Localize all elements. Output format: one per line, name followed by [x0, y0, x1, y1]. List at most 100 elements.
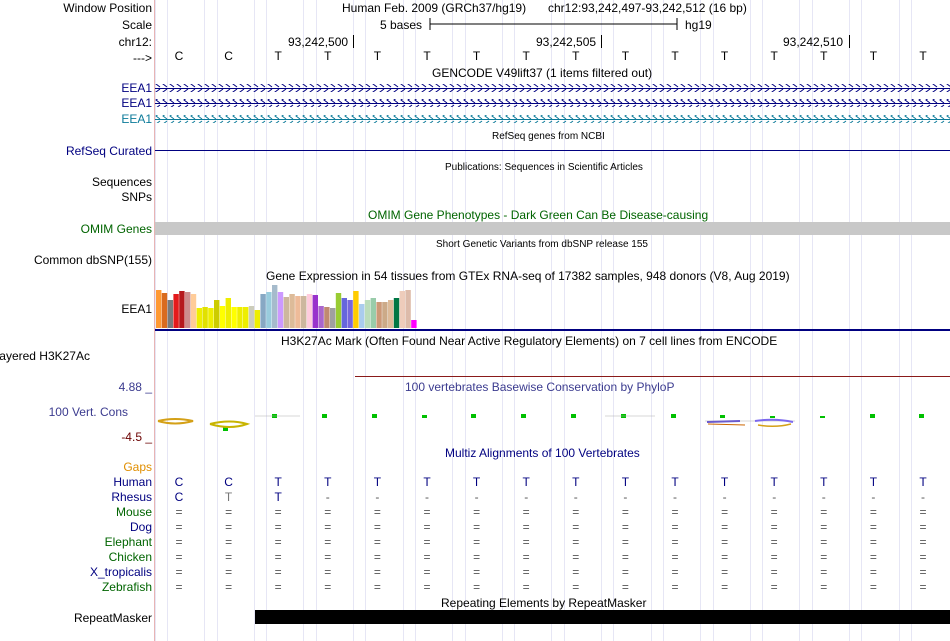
cons-label[interactable]: 100 Vert. Cons — [48, 405, 128, 419]
gtex-tissue-bar[interactable] — [359, 304, 365, 328]
species-label[interactable]: Rhesus — [111, 490, 152, 504]
gtex-tissue-bar[interactable] — [208, 308, 214, 328]
gtex-tissue-bar[interactable] — [341, 298, 347, 328]
panel-separator[interactable] — [154, 0, 155, 641]
gtex-tissue-bar[interactable] — [219, 306, 226, 328]
omim-gene-bar[interactable] — [155, 222, 950, 235]
refseq-label[interactable]: RefSeq Curated — [65, 144, 152, 158]
alignment-base: = — [175, 505, 183, 519]
species-label[interactable]: Chicken — [108, 550, 152, 564]
gtex-tissue-bar[interactable] — [167, 300, 173, 328]
gtex-tissue-bar[interactable] — [179, 291, 185, 328]
alignment-base: - — [772, 490, 777, 504]
scale-bar — [429, 18, 678, 30]
refseq-gene-line[interactable] — [155, 150, 950, 151]
position-text: chr12:93,242,497-93,242,512 (16 bp) — [548, 1, 747, 15]
gtex-tissue-bar[interactable] — [260, 294, 266, 328]
gtex-tissue-bar[interactable] — [277, 292, 284, 328]
gtex-tissue-bar[interactable] — [405, 290, 411, 328]
gtex-tissue-bar[interactable] — [382, 302, 388, 328]
gtex-expression-chart[interactable] — [155, 0, 950, 328]
h3k27ac-signal-line[interactable] — [355, 376, 950, 377]
h3k27ac-label[interactable]: Layered H3K27Ac — [0, 349, 90, 363]
gtex-tissue-bar[interactable] — [225, 298, 231, 328]
repeatmasker-label[interactable]: RepeatMasker — [73, 611, 152, 625]
species-label[interactable]: X_tropicalis — [89, 565, 152, 579]
base-gridline — [564, 0, 565, 641]
gtex-tissue-bar[interactable] — [173, 294, 179, 328]
gtex-tissue-bar[interactable] — [324, 307, 330, 328]
gtex-tissue-bar[interactable] — [347, 300, 353, 328]
refseq-title: RefSeq genes from NCBI — [492, 131, 605, 142]
phylop-signal[interactable] — [155, 0, 950, 431]
gtex-tissue-bar[interactable] — [202, 307, 208, 328]
gtex-tissue-bar[interactable] — [318, 306, 324, 328]
gtex-tissue-bar[interactable] — [156, 290, 162, 328]
alignment-base: = — [869, 580, 877, 594]
alignment-base: = — [721, 520, 729, 534]
gtex-tissue-bar[interactable] — [161, 293, 168, 328]
gtex-tissue-bar[interactable] — [330, 308, 336, 328]
base-gridline — [465, 0, 466, 641]
gtex-tissue-bar[interactable] — [411, 320, 417, 328]
gencode-transcripts[interactable] — [155, 0, 950, 130]
gtex-tissue-bar[interactable] — [266, 292, 272, 328]
gencode-item-label[interactable]: EEA1 — [121, 81, 152, 95]
alignment-base: = — [473, 535, 481, 549]
dbsnp-label[interactable]: Common dbSNP(155) — [33, 253, 152, 267]
alignment-base: = — [522, 580, 530, 594]
gtex-tissue-bar[interactable] — [254, 310, 260, 328]
publications-snps-label[interactable]: SNPs — [121, 190, 152, 204]
gtex-tissue-bar[interactable] — [231, 307, 237, 328]
gtex-tissue-bar[interactable] — [393, 298, 400, 328]
gtex-tissue-bar[interactable] — [370, 298, 376, 328]
gtex-tissue-bar[interactable] — [399, 291, 405, 328]
alignment-base: = — [721, 580, 729, 594]
gtex-tissue-bar[interactable] — [196, 308, 202, 328]
gtex-tissue-bar[interactable] — [335, 293, 342, 328]
gtex-tissue-bar[interactable] — [272, 285, 278, 328]
gtex-tissue-bar[interactable] — [185, 292, 191, 328]
alignment-base: T — [919, 475, 927, 489]
gtex-tissue-bar[interactable] — [306, 294, 313, 328]
omim-label[interactable]: OMIM Genes — [80, 222, 152, 236]
ruler-tick-label: 93,242,500 — [288, 35, 349, 49]
gencode-item-label[interactable]: EEA1 — [121, 112, 152, 126]
species-label[interactable]: Human — [113, 475, 152, 489]
species-label[interactable]: Zebrafish — [101, 580, 152, 594]
alignment-base: = — [721, 535, 729, 549]
gtex-tissue-bar[interactable] — [364, 300, 371, 328]
gtex-tissue-bar[interactable] — [301, 296, 307, 328]
gtex-tissue-bar[interactable] — [289, 294, 295, 328]
alignment-base: = — [522, 550, 530, 564]
species-label[interactable]: Mouse — [115, 505, 152, 519]
gtex-tissue-bar[interactable] — [214, 300, 220, 328]
publications-sequences-label[interactable]: Sequences — [91, 175, 152, 189]
species-label[interactable]: Elephant — [104, 535, 152, 549]
ruler-tick-label: 93,242,510 — [783, 35, 844, 49]
species-label[interactable]: Dog — [129, 520, 152, 534]
base-letter: T — [720, 49, 729, 63]
gtex-tissue-bar[interactable] — [283, 297, 289, 328]
gtex-tissue-bar[interactable] — [376, 302, 382, 328]
alignment-base: = — [820, 550, 828, 564]
alignment-base: = — [324, 550, 332, 564]
alignment-base: T — [522, 475, 530, 489]
gtex-label[interactable]: EEA1 — [121, 302, 152, 316]
track-labels-panel: Window Position Scale chr12: ---> EEA1 E… — [0, 0, 154, 641]
gtex-tissue-bar[interactable] — [190, 294, 197, 328]
gtex-tissue-bar[interactable] — [237, 307, 243, 328]
gtex-tissue-bar[interactable] — [248, 306, 255, 328]
repeatmasker-element[interactable] — [255, 610, 950, 624]
gtex-tissue-bar[interactable] — [353, 291, 359, 328]
gtex-tissue-bar[interactable] — [388, 300, 394, 328]
gtex-tissue-bar[interactable] — [243, 307, 249, 328]
alignment-base: T — [572, 475, 580, 489]
gtex-tissue-bar[interactable] — [295, 296, 301, 328]
track-image-panel[interactable]: Human Feb. 2009 (GRCh37/hg19) chr12:93,2… — [155, 0, 950, 641]
gtex-tissue-bar[interactable] — [312, 295, 318, 328]
gencode-item-label[interactable]: EEA1 — [121, 96, 152, 110]
cons-max-label: 4.88 _ — [118, 380, 152, 394]
chrom-label: chr12: — [118, 35, 152, 49]
alignment-base: = — [820, 520, 828, 534]
